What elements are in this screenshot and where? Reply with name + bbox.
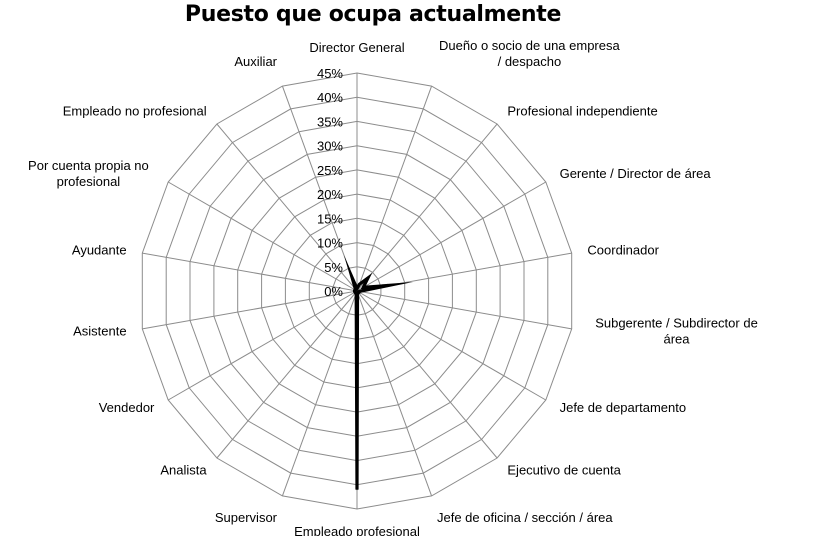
spoke-7 [356, 290, 498, 459]
category-label-3: Gerente / Director de área [560, 166, 712, 181]
spoke-1 [356, 85, 433, 292]
tick-label: 40% [317, 90, 343, 105]
tick-label: 30% [317, 139, 343, 154]
category-label-line: Empleado profesional [294, 524, 420, 536]
spoke-12 [167, 290, 358, 401]
category-label-17: Auxiliar [234, 54, 277, 69]
category-label-11: Analista [160, 462, 207, 477]
category-label-16: Empleado no profesional [63, 104, 207, 119]
category-label-line: Director General [309, 40, 404, 55]
category-label-line: Dueño o socio de una empresa [439, 38, 620, 53]
category-label-line: Vendedor [99, 400, 155, 415]
category-label-2: Profesional independiente [507, 104, 657, 119]
data-point-16 [354, 288, 356, 290]
chart-title: Puesto que ocupa actualmente [184, 2, 562, 27]
category-label-1: Dueño o socio de una empresa/ despacho [439, 38, 620, 69]
category-label-line: área [663, 332, 690, 347]
category-label-12: Vendedor [99, 400, 155, 415]
spoke-11 [216, 290, 358, 459]
category-label-line: Analista [160, 462, 207, 477]
category-label-line: Ejecutivo de cuenta [507, 462, 621, 477]
data-point-15 [354, 289, 356, 291]
category-label-line: profesional [57, 174, 121, 189]
category-label-0: Director General [309, 40, 404, 55]
category-label-line: Jefe de departamento [560, 400, 686, 415]
category-label-line: Coordinador [587, 242, 659, 257]
category-label-line: Jefe de oficina / sección / área [437, 510, 613, 525]
spoke-16 [216, 123, 358, 292]
category-label-line: Ayudante [72, 242, 127, 257]
data-point-4 [387, 285, 389, 286]
data-point-5 [358, 290, 360, 292]
tick-labels: 0% 5% 10% 15% 20% 25% 30% 35% 40% 45% [317, 66, 343, 299]
spoke-3 [356, 181, 547, 292]
data-point-9 [356, 489, 358, 491]
spoke-5 [356, 290, 572, 330]
data-point-13 [354, 290, 356, 292]
category-label-line: Supervisor [215, 510, 278, 525]
data-point-14 [354, 290, 356, 292]
category-label-8: Jefe de oficina / sección / área [437, 510, 613, 525]
category-label-6: Jefe de departamento [560, 400, 686, 415]
data-point-1 [359, 283, 360, 285]
spoke-14 [142, 252, 358, 292]
category-label-line: Gerente / Director de área [560, 166, 712, 181]
category-label-9: Empleado profesional [294, 524, 420, 536]
category-label-13: Asistente [73, 324, 126, 339]
data-point-12 [354, 291, 356, 293]
data-point-10 [355, 292, 357, 294]
tick-label: 35% [317, 114, 343, 129]
category-labels: Director General Dueño o socio de una emp… [28, 38, 758, 536]
tick-label: 20% [317, 187, 343, 202]
tick-label: 45% [317, 66, 343, 81]
data-point-17 [351, 276, 353, 278]
tick-label: 25% [317, 163, 343, 178]
data-point-6 [358, 291, 360, 293]
spoke-2 [356, 123, 498, 292]
data-point-3 [362, 286, 364, 288]
spoke-8 [356, 290, 433, 497]
category-label-line: Subgerente / Subdirector de [595, 316, 758, 331]
tick-label: 15% [317, 211, 343, 226]
data-point-11 [354, 292, 356, 294]
category-label-line: Auxiliar [234, 54, 277, 69]
spoke-15 [167, 181, 358, 292]
category-label-line: Por cuenta propia no [28, 158, 149, 173]
spoke-13 [142, 290, 358, 330]
category-label-4: Coordinador [587, 242, 659, 257]
category-label-10: Supervisor [215, 510, 278, 525]
category-label-line: / despacho [498, 54, 562, 69]
data-point-8 [357, 291, 358, 293]
tick-label: 0% [324, 284, 343, 299]
series-layer [343, 255, 414, 491]
tick-label: 5% [324, 260, 343, 275]
spoke-6 [356, 290, 547, 401]
data-point-0 [356, 288, 358, 290]
tick-label: 10% [317, 236, 343, 251]
category-label-line: Empleado no profesional [63, 104, 207, 119]
category-label-line: Profesional independiente [507, 104, 657, 119]
category-label-7: Ejecutivo de cuenta [507, 462, 621, 477]
spoke-10 [281, 290, 358, 497]
category-label-14: Ayudante [72, 242, 127, 257]
radar-grid [141, 72, 573, 510]
category-label-line: Asistente [73, 324, 126, 339]
data-point-2 [367, 277, 369, 279]
